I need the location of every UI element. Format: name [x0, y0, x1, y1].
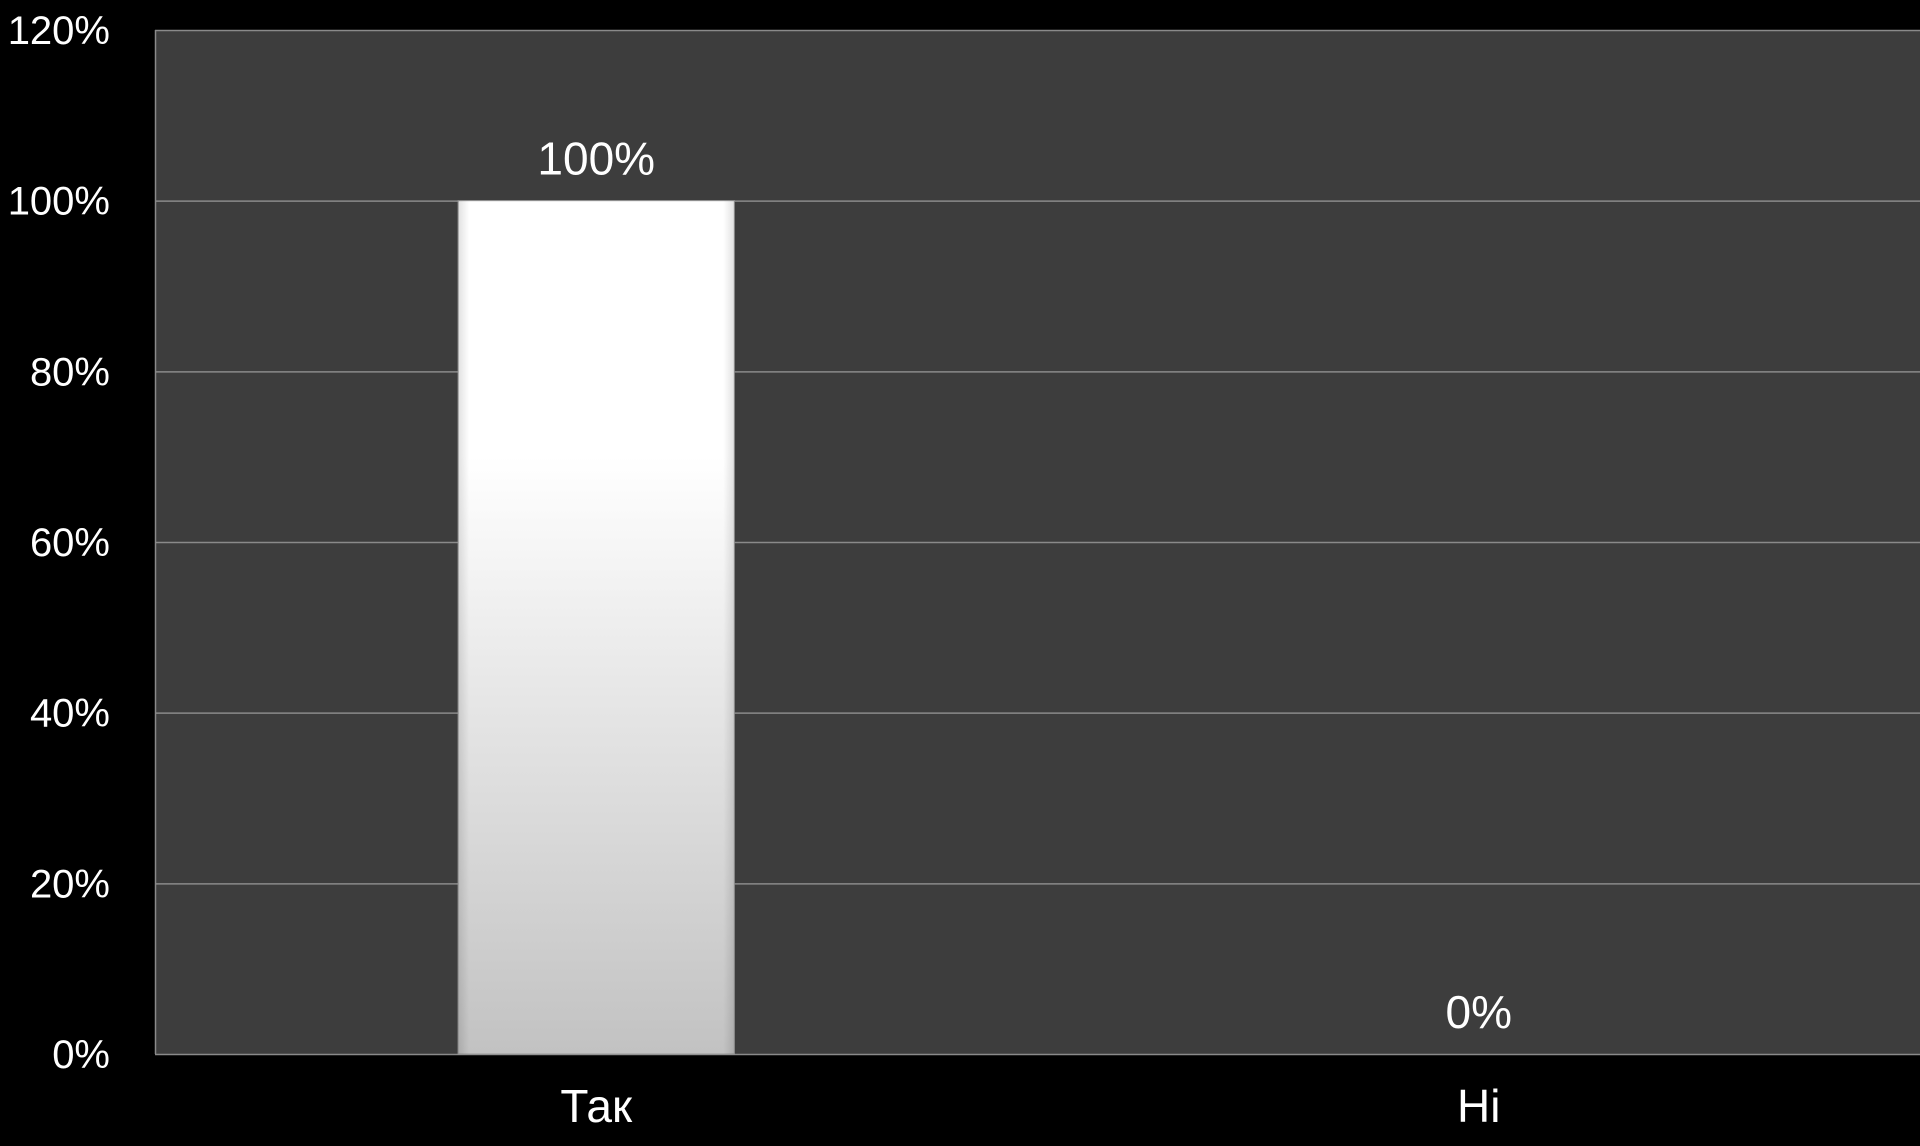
bars	[457, 200, 735, 1055]
data-label-1: 0%	[1446, 986, 1512, 1038]
data-labels: 100% 0%	[537, 133, 1512, 1038]
gridlines	[154, 29, 1920, 1056]
y-tick-label: 20%	[30, 862, 110, 906]
y-tick-label: 0%	[52, 1033, 110, 1077]
y-tick-label: 60%	[30, 521, 110, 565]
y-tick-label: 120%	[8, 9, 110, 53]
data-label-0: 100%	[537, 133, 655, 185]
y-tick-label: 40%	[30, 692, 110, 736]
y-tick-label: 80%	[30, 350, 110, 394]
category-label-1: Ні	[1457, 1080, 1500, 1132]
category-label-0: Так	[560, 1080, 633, 1132]
bar-0-edge-shade	[458, 200, 735, 1054]
y-tick-label: 100%	[8, 180, 110, 224]
x-axis-category-labels: Так Ні	[560, 1080, 1500, 1132]
y-axis-tick-labels: 0% 20% 40% 60% 80% 100% 120%	[8, 9, 110, 1077]
